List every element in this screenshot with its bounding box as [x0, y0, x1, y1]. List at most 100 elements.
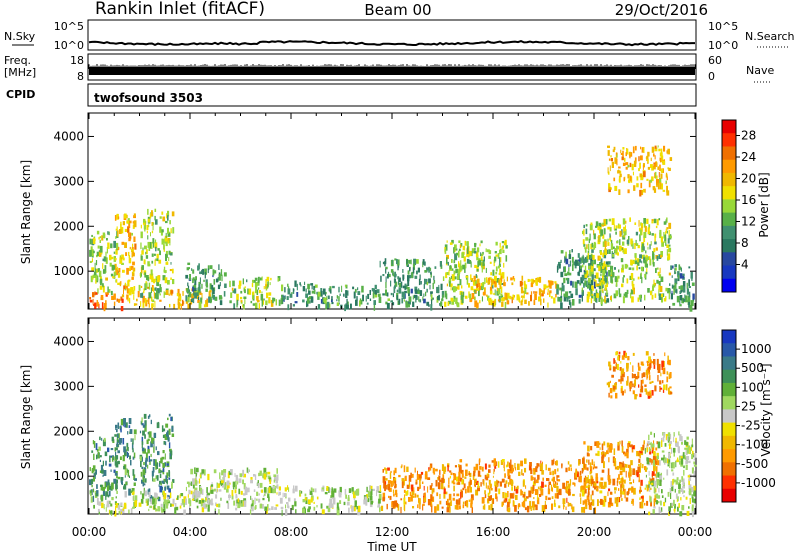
echo-cell [597, 255, 601, 261]
echo-cell [474, 481, 476, 487]
echo-cell [147, 235, 149, 240]
echo-cell [420, 471, 424, 475]
echo-cell [240, 300, 243, 303]
echo-cell [103, 437, 106, 442]
echo-cell [482, 259, 485, 267]
echo-cell [537, 474, 540, 480]
echo-cell [593, 281, 596, 289]
echo-cell [626, 289, 629, 294]
nsky-strip: N.Sky 10^5 10^0 10^5 10^0 N.Search [4, 19, 795, 52]
echo-cell [151, 496, 154, 501]
echo-cell [154, 292, 157, 299]
echo-cell [650, 164, 653, 168]
echo-cell [488, 255, 491, 259]
echo-cell [370, 491, 372, 497]
echo-cell [587, 495, 590, 501]
echo-cell [194, 467, 196, 474]
echo-cell [348, 488, 352, 493]
echo-cell [563, 266, 565, 273]
echo-cell [684, 447, 687, 450]
echo-cell [499, 268, 502, 276]
echo-cell [236, 293, 239, 301]
echo-cell [188, 498, 191, 504]
echo-cell [131, 232, 133, 236]
echo-cell [302, 286, 306, 292]
echo-cell [640, 385, 644, 393]
echo-cell [643, 232, 647, 238]
echo-cell [205, 498, 207, 501]
echo-cell [168, 477, 171, 480]
echo-cell [259, 470, 262, 476]
nsearch-label: N.Search [745, 30, 795, 43]
echo-cell [438, 284, 440, 291]
echo-cell [457, 476, 461, 482]
echo-cell [193, 496, 196, 501]
echo-cell [653, 359, 656, 365]
echo-cell [145, 458, 148, 462]
echo-cell [366, 494, 369, 499]
echo-cell [500, 295, 504, 298]
echo-cell [153, 498, 155, 503]
echo-cell [394, 285, 396, 289]
echo-cell [650, 501, 652, 507]
echo-cell [320, 290, 323, 297]
echo-cell [159, 216, 162, 219]
echo-cell [219, 282, 221, 287]
echo-cell [336, 302, 339, 306]
echo-cell [472, 280, 476, 286]
echo-cell [100, 296, 104, 301]
echo-cell [495, 254, 498, 257]
echo-cell [558, 264, 561, 269]
echo-cell [133, 474, 136, 480]
echo-cell [258, 472, 260, 477]
echo-cell [607, 226, 611, 230]
echo-cell [462, 291, 465, 297]
colorbar-swatch [722, 343, 736, 357]
echo-cell [99, 459, 101, 462]
echo-cell [444, 248, 447, 254]
echo-cell [608, 270, 611, 277]
echo-cell [598, 442, 601, 445]
echo-cell [441, 290, 444, 298]
y-tick-label: 4000 [53, 129, 84, 143]
echo-cell [547, 302, 549, 308]
echo-cell [568, 488, 571, 496]
echo-cell [619, 230, 622, 237]
echo-cell [149, 242, 151, 249]
colorbar-tick-label: 25 [741, 399, 756, 413]
echo-cell [206, 487, 208, 494]
echo-cell [195, 499, 198, 503]
echo-cell [535, 280, 538, 286]
echo-cell [129, 220, 132, 224]
echo-cell [665, 228, 667, 234]
echo-cell [164, 434, 168, 440]
echo-cell [299, 282, 301, 286]
echo-cell [447, 465, 449, 472]
echo-cell [417, 470, 418, 475]
echo-cell [259, 503, 263, 509]
echo-cell [190, 481, 193, 486]
echo-cell [561, 285, 565, 292]
echo-cell [120, 480, 123, 483]
echo-cell [593, 507, 596, 514]
echo-cell [601, 469, 605, 473]
echo-cell [364, 496, 367, 503]
echo-cell [205, 300, 209, 307]
echo-cell [504, 473, 506, 478]
echo-cell [254, 277, 258, 281]
echo-cell [350, 303, 352, 310]
echo-cell [668, 244, 671, 247]
echo-cell [651, 219, 654, 222]
echo-cell [94, 292, 98, 295]
echo-cell [127, 280, 130, 287]
echo-region [90, 496, 123, 517]
echo-cell [201, 499, 205, 503]
echo-cell [624, 292, 628, 298]
echo-cell [580, 486, 582, 493]
echo-cell [353, 505, 356, 512]
echo-cell [590, 289, 592, 294]
echo-cell [682, 489, 684, 495]
echo-cell [90, 275, 93, 283]
echo-cell [256, 282, 259, 286]
